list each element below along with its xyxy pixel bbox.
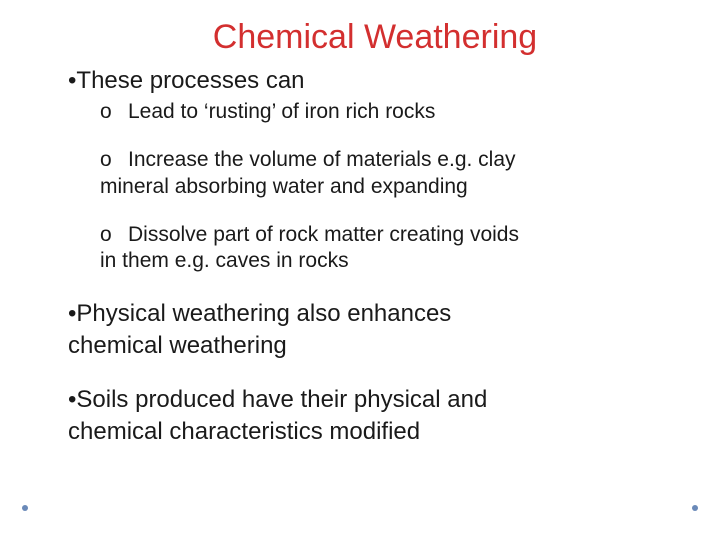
bullet-3-cont: chemical characteristics modified bbox=[68, 418, 660, 446]
bullet-2-cont: chemical weathering bbox=[68, 332, 660, 360]
bullet-1-sub-1: oLead to ‘rusting’ of iron rich rocks bbox=[68, 99, 660, 125]
accent-dot-right bbox=[692, 505, 698, 511]
sub-text-cont: mineral absorbing water and expanding bbox=[100, 174, 660, 200]
slide-body: •These processes can oLead to ‘rusting’ … bbox=[60, 67, 660, 446]
bullet-text: Soils produced have their physical and bbox=[76, 386, 487, 413]
sub-marker: o bbox=[100, 222, 128, 248]
accent-dot-left bbox=[22, 505, 28, 511]
slide: Chemical Weathering •These processes can… bbox=[0, 0, 720, 540]
sub-marker: o bbox=[100, 99, 128, 125]
bullet-2: •Physical weathering also enhances bbox=[68, 300, 660, 328]
sub-text: Increase the volume of materials e.g. cl… bbox=[128, 148, 516, 171]
sub-text-cont: in them e.g. caves in rocks bbox=[100, 248, 660, 274]
bullet-1: •These processes can bbox=[68, 67, 660, 95]
sub-text: Lead to ‘rusting’ of iron rich rocks bbox=[128, 100, 435, 123]
bullet-3: •Soils produced have their physical and bbox=[68, 386, 660, 414]
sub-marker: o bbox=[100, 147, 128, 173]
bullet-1-sub-3: oDissolve part of rock matter creating v… bbox=[68, 222, 660, 275]
bullet-text: These processes can bbox=[76, 67, 304, 94]
slide-title: Chemical Weathering bbox=[90, 18, 660, 57]
bullet-1-sub-2: oIncrease the volume of materials e.g. c… bbox=[68, 147, 660, 200]
bullet-text: Physical weathering also enhances bbox=[76, 300, 451, 327]
sub-text: Dissolve part of rock matter creating vo… bbox=[128, 223, 519, 246]
